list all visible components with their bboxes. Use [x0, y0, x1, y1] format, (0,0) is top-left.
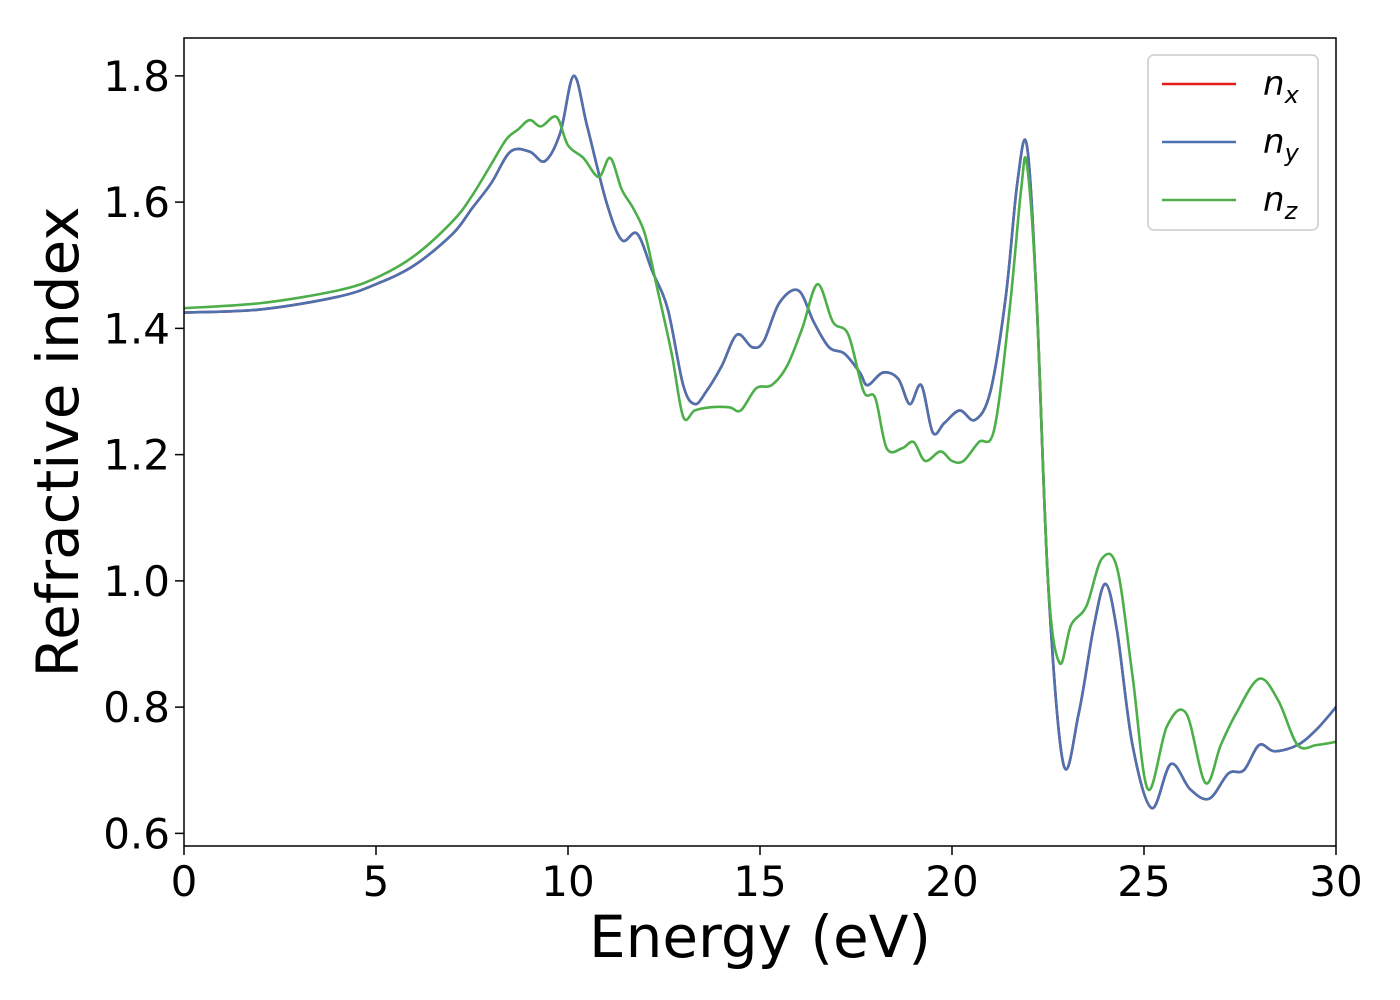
- y-tick-label: 0.6: [103, 809, 170, 858]
- y-tick-label: 1.2: [103, 431, 170, 480]
- legend-label-ny: ny: [1263, 122, 1300, 167]
- x-tick-label: 30: [1309, 857, 1362, 906]
- legend-label-nx: nx: [1263, 64, 1300, 109]
- y-tick-label: 1.0: [103, 557, 170, 606]
- y-axis-label: Refractive index: [24, 206, 92, 677]
- x-tick-label: 25: [1117, 857, 1170, 906]
- x-tick-label: 10: [541, 857, 594, 906]
- legend-label-nz: nz: [1263, 180, 1299, 225]
- series-layer: [184, 74, 1336, 810]
- x-tick-label: 5: [363, 857, 390, 906]
- x-tick-label: 20: [925, 857, 978, 906]
- series-line-ny: [184, 74, 1336, 810]
- x-tick-label: 15: [733, 857, 786, 906]
- series-line-nz: [184, 115, 1336, 792]
- x-axis-ticks: 0 5 10 15 20 25 30: [171, 846, 1363, 906]
- y-tick-label: 1.4: [103, 304, 170, 353]
- legend: nx ny nz: [1147, 54, 1319, 231]
- y-tick-label: 1.8: [103, 52, 170, 101]
- x-axis-label: Energy (eV): [589, 903, 931, 971]
- y-tick-label: 0.8: [103, 683, 170, 732]
- y-tick-label: 1.6: [103, 178, 170, 227]
- y-axis-ticks: 0.6 0.8 1.0 1.2 1.4 1.6 1.8: [103, 52, 184, 858]
- x-tick-label: 0: [171, 857, 198, 906]
- legend-entries: nx ny nz: [1162, 64, 1300, 225]
